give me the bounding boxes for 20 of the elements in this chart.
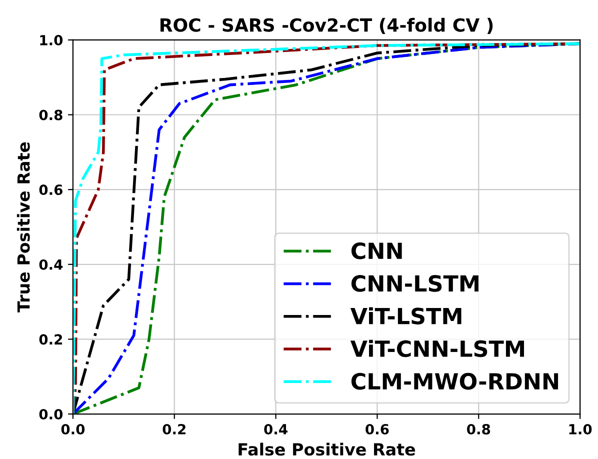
y-tick-label: 0.2 <box>39 334 62 345</box>
y-tick-label: 0.0 <box>39 408 63 420</box>
legend-label: CLM-MWO-RDNN <box>351 372 558 390</box>
legend-label: CNN <box>351 242 402 260</box>
x-tick-label: 0.6 <box>366 424 389 434</box>
legend-label: ViT-CNN-LSTM <box>350 340 524 358</box>
y-tick-label: 0.8 <box>39 110 62 120</box>
x-tick-label: 1.0 <box>569 424 592 434</box>
y-tick-label: 0.4 <box>39 259 63 270</box>
y-axis-title: True Positive Rate <box>16 142 30 312</box>
x-tick-label: 0.8 <box>467 424 490 434</box>
y-tick-label: 1.0 <box>40 34 63 46</box>
x-axis-title: False Positive Rate <box>238 442 416 456</box>
x-tick-label: 0.0 <box>61 424 85 434</box>
legend-label: ViT-LSTM <box>350 307 462 324</box>
x-tick-label: 0.2 <box>162 424 186 434</box>
x-tick-label: 0.4 <box>264 424 288 434</box>
chart-title: ROC - SARS -Cov2-CT (4-fold CV ) <box>160 18 493 34</box>
legend-label: CNN-LSTM <box>351 275 478 292</box>
y-tick-label: 0.6 <box>39 184 62 196</box>
